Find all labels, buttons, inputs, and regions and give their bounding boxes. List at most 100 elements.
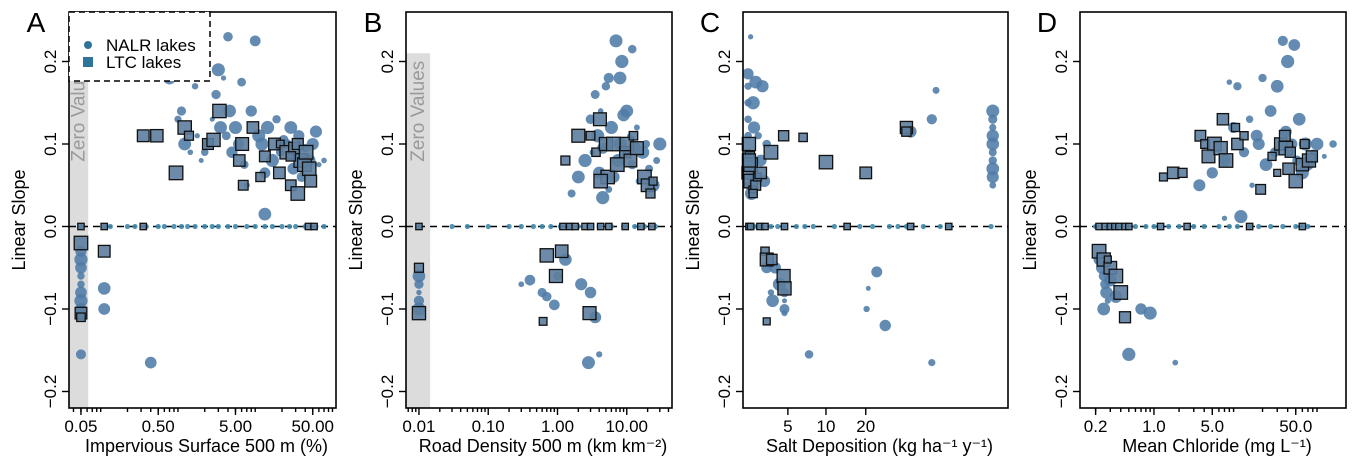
ltc-point [637, 222, 645, 231]
zero-values-band [406, 53, 431, 408]
nalr-point [804, 350, 814, 359]
nalr-point [316, 161, 322, 168]
panel-a: Zero Values 0.05 0.50 5.00 50.00 −0.2 −0.1 0.0 0… [9, 7, 337, 456]
nalr-point [272, 115, 281, 124]
y-tick-label: 0.1 [715, 132, 734, 156]
zero-values-label: Zero Values [408, 61, 429, 162]
ltc-point [1298, 222, 1307, 231]
ltc-point [621, 222, 630, 231]
nalr-point [97, 282, 111, 295]
ltc-point [1267, 151, 1277, 162]
nalr-point [542, 291, 552, 302]
panel-letter: B [364, 7, 383, 38]
nalr-point [869, 223, 876, 230]
nalr-point [260, 120, 275, 135]
ltc-point [554, 244, 569, 259]
nalr-point [767, 289, 775, 296]
ltc-point [258, 150, 271, 163]
ltc-point [301, 161, 317, 177]
y-tick-label: −0.2 [41, 375, 60, 409]
nalr-point [895, 223, 901, 230]
ltc-point [548, 268, 564, 284]
y-tick-label: 0.1 [1052, 132, 1071, 156]
ltc-point [285, 151, 297, 162]
y-tick-label: 0.1 [378, 132, 397, 156]
ltc-point [1124, 222, 1133, 231]
nalr-point [144, 356, 157, 369]
panel-d: 0.2 1.0 5.0 50.0 −0.2 −0.1 0.0 0.1 0.2 Mean Chlor… [1020, 7, 1347, 456]
nalr-point [211, 63, 225, 77]
y-tick-label: 0.2 [378, 50, 397, 74]
ltc-point [571, 128, 586, 143]
ltc-point [1273, 168, 1282, 177]
nalr-point [1151, 223, 1157, 230]
plot-frame [742, 11, 1009, 409]
nalr-point [293, 223, 299, 230]
nalr-point [155, 223, 161, 230]
nalr-point [200, 148, 209, 157]
nalr-point [775, 223, 781, 230]
ltc-point [591, 147, 601, 158]
x-tick-label: 0.2 [1084, 417, 1108, 436]
y-axis-title: Linear Slope [683, 169, 703, 270]
nalr-point [879, 319, 891, 332]
y-tick-label: 0.2 [715, 50, 734, 74]
ltc-point [1115, 222, 1123, 231]
nalr-point [464, 223, 470, 230]
y-tick-label: 0.0 [1052, 215, 1071, 239]
ltc-point [645, 188, 656, 199]
y-axis-title: Linear Slope [346, 169, 366, 270]
ltc-point [1166, 166, 1180, 180]
ltc-point [97, 244, 111, 258]
ltc-point [183, 130, 195, 141]
ltc-point [609, 157, 625, 173]
nalr-point [920, 223, 926, 230]
ltc-point [1183, 222, 1192, 231]
nalr-point [746, 96, 760, 110]
nalr-point [642, 140, 651, 148]
ltc-point [647, 222, 656, 231]
ltc-point [272, 166, 286, 180]
x-axis-title: Impervious Surface 500 m (%) [85, 436, 328, 456]
nalr-point [926, 114, 937, 125]
y-tick-label: −0.1 [378, 292, 397, 326]
nalr-point [596, 351, 603, 358]
nalr-point [1277, 35, 1288, 46]
nalr-point [524, 274, 536, 286]
nalr-point [1226, 79, 1233, 85]
nalr-point [810, 223, 816, 230]
ltc-point [237, 179, 249, 191]
nalr-point [225, 223, 231, 230]
nalr-point [1270, 79, 1284, 93]
nalr-point [768, 223, 774, 230]
y-tick-label: 0.2 [41, 50, 60, 74]
legend-ltc-marker [83, 57, 93, 67]
nalr-point [1234, 210, 1248, 224]
ltc-point [648, 176, 658, 186]
nalr-point [937, 223, 943, 230]
nalr-point [171, 223, 177, 230]
x-tick-label: 50.00 [291, 417, 334, 436]
y-axis-title: Linear Slope [1020, 169, 1040, 270]
ltc-point [77, 222, 85, 231]
nalr-point [1122, 347, 1136, 361]
ltc-point [592, 112, 607, 127]
y-tick-label: 0.0 [378, 215, 397, 239]
ltc-point [559, 222, 567, 231]
ltc-point [901, 126, 912, 137]
nalr-point [571, 170, 585, 184]
ltc-point [560, 155, 571, 166]
x-tick-label: 1.00 [541, 417, 574, 436]
nalr-point [286, 223, 293, 230]
nalr-point [781, 310, 788, 317]
ltc-point [748, 188, 758, 199]
nalr-point [1234, 223, 1241, 230]
ltc-point [212, 103, 227, 119]
ltc-point [246, 121, 260, 134]
nalr-point [215, 223, 221, 230]
legend-box [68, 11, 211, 82]
nalr-point [1249, 182, 1255, 188]
nalr-point [191, 82, 199, 90]
nalr-point [1193, 179, 1206, 192]
